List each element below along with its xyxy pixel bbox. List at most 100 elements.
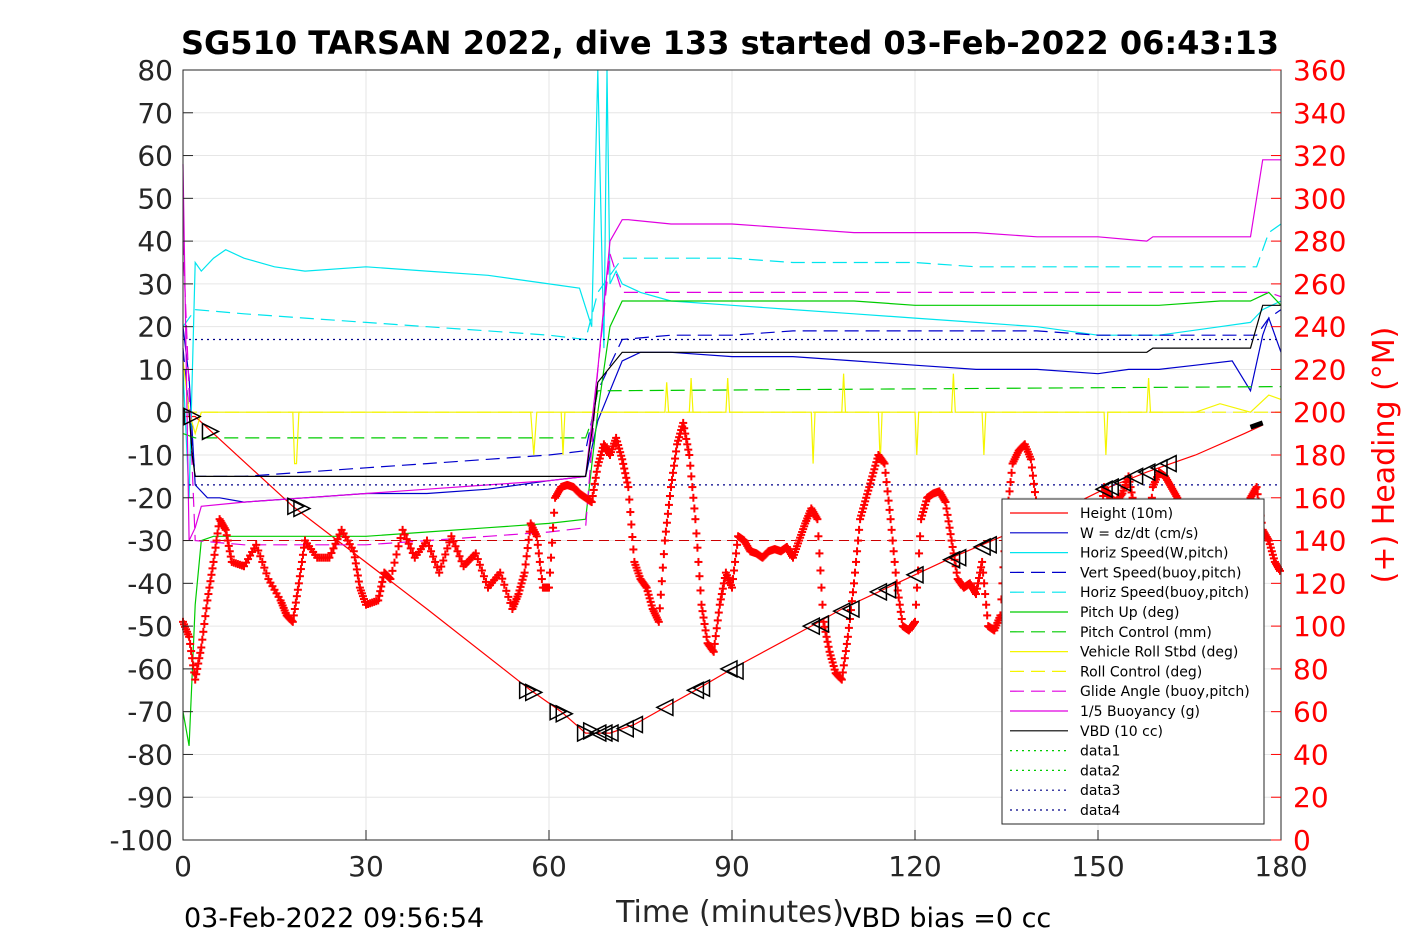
heading-marker — [983, 611, 992, 620]
heading-marker — [200, 619, 209, 628]
heading-marker — [881, 468, 890, 477]
heading-marker — [657, 577, 666, 586]
heading-marker — [813, 515, 822, 524]
heading-marker — [211, 543, 220, 552]
y-tick-label-8: 0 — [155, 396, 173, 429]
heading-marker — [427, 547, 436, 556]
depth-marker-22 — [832, 601, 851, 621]
heading-marker — [702, 632, 711, 641]
heading-marker — [350, 553, 359, 562]
heading-marker — [980, 579, 989, 588]
heading-marker — [660, 536, 669, 545]
depth-marker-28 — [948, 548, 967, 567]
y2-tick-label-10: 160 — [1293, 482, 1346, 515]
heading-marker — [670, 461, 679, 470]
heading-marker — [624, 483, 633, 492]
heading-marker — [730, 566, 739, 575]
y-tick-label-15: -70 — [127, 696, 173, 729]
depth-marker-15 — [655, 698, 674, 717]
heading-marker — [947, 536, 956, 545]
heading-marker — [375, 591, 384, 600]
heading-marker — [545, 583, 553, 592]
depth-marker-27 — [941, 550, 961, 570]
heading-marker — [952, 568, 961, 577]
heading-marker — [390, 558, 399, 567]
heading-marker — [685, 451, 694, 459]
heading-marker — [351, 559, 360, 568]
heading-marker — [701, 626, 710, 635]
heading-marker — [290, 605, 299, 613]
heading-marker — [194, 659, 203, 668]
heading-marker — [671, 454, 680, 463]
y2-axis-label: (+) Heading (°M) — [1367, 327, 1402, 584]
depth-marker-5 — [525, 683, 544, 702]
heading-marker — [445, 538, 454, 547]
y2-tick-label-15: 60 — [1293, 696, 1329, 729]
heading-marker — [817, 583, 826, 592]
heading-marker — [1127, 488, 1136, 497]
depth-marker-34 — [1124, 467, 1144, 486]
series-line-3 — [182, 309, 1282, 477]
depth-marker-35 — [1137, 462, 1156, 482]
heading-marker — [883, 487, 892, 496]
heading-marker — [641, 582, 650, 591]
depth-marker-6 — [549, 702, 568, 721]
heading-marker — [838, 668, 847, 677]
heading-marker — [377, 582, 386, 591]
heading-marker — [207, 570, 216, 579]
heading-marker — [686, 461, 695, 470]
heading-marker — [498, 574, 507, 583]
depth-marker-18 — [719, 659, 738, 679]
heading-marker — [354, 577, 363, 586]
heading-marker — [1007, 468, 1016, 477]
heading-marker — [716, 595, 725, 604]
heading-marker — [661, 527, 670, 536]
heading-marker — [398, 525, 407, 534]
heading-marker — [475, 560, 484, 569]
heading-marker — [447, 532, 456, 541]
heading-marker — [814, 532, 823, 541]
legend-label-9: Glide Angle (buoy,pitch) — [1080, 684, 1250, 700]
heading-marker — [823, 637, 832, 646]
heading-marker — [198, 635, 207, 644]
heading-marker — [684, 445, 693, 454]
heading-marker — [946, 530, 955, 539]
legend-label-4: Horiz Speed(buoy,pitch) — [1080, 585, 1249, 601]
heading-marker — [425, 541, 434, 550]
depth-marker-8 — [576, 723, 596, 743]
legend-label-6: Pitch Control (mm) — [1080, 625, 1212, 641]
x-tick-label-6: 180 — [1254, 850, 1307, 883]
heading-marker — [890, 557, 899, 566]
legend-label-15: data4 — [1080, 803, 1121, 819]
heading-marker — [853, 547, 862, 556]
heading-marker — [299, 543, 308, 552]
y-tick-label-18: -100 — [109, 824, 173, 857]
heading-marker — [502, 586, 511, 595]
heading-marker — [256, 552, 265, 561]
heading-marker — [289, 611, 298, 620]
heading-marker — [400, 530, 409, 539]
heading-marker — [225, 547, 234, 556]
y-tick-label-11: -30 — [127, 525, 173, 558]
legend-label-5: Pitch Up (deg) — [1080, 605, 1179, 621]
y-tick-label-6: 20 — [137, 311, 173, 344]
heading-marker — [687, 472, 696, 481]
heading-marker — [840, 654, 849, 663]
heading-marker — [1005, 487, 1014, 496]
y2-tick-label-18: 0 — [1293, 824, 1311, 857]
x-tick-label-4: 120 — [888, 850, 941, 883]
heading-marker — [196, 648, 205, 657]
series-line-6 — [182, 386, 1282, 439]
heading-marker — [836, 674, 845, 683]
heading-marker — [193, 664, 202, 673]
heading-marker — [709, 647, 718, 656]
y-tick-label-5: 30 — [137, 268, 173, 301]
heading-marker — [325, 553, 334, 562]
series-line-4 — [182, 223, 1282, 341]
depth-marker-10 — [588, 723, 607, 743]
heading-marker — [689, 493, 698, 502]
heading-marker — [226, 552, 235, 561]
heading-marker — [851, 568, 860, 577]
heading-marker — [888, 536, 897, 545]
